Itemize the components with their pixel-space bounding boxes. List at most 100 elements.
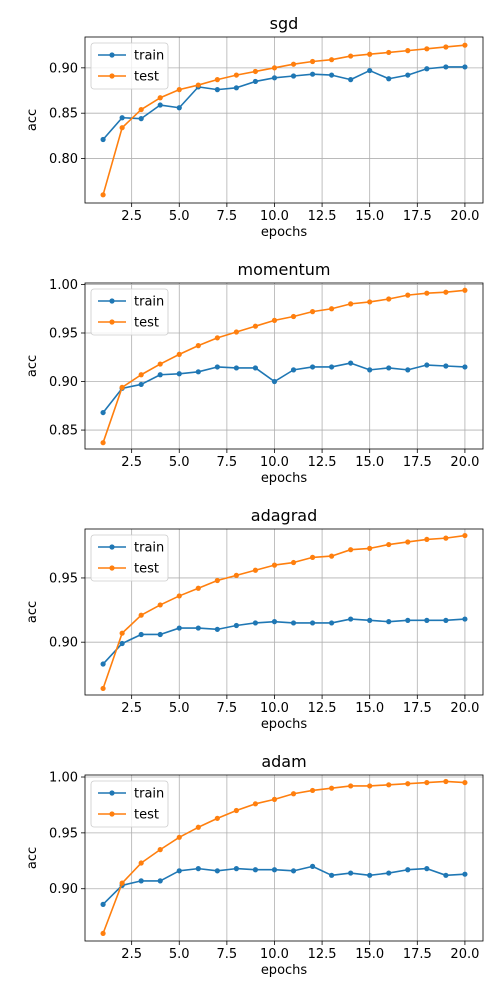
x-tick-label: 5.0 <box>169 701 190 716</box>
data-point-train <box>443 617 449 623</box>
data-point-test <box>271 796 278 802</box>
x-tick-label: 5.0 <box>169 455 190 470</box>
x-tick-label: 2.5 <box>121 701 142 716</box>
data-point-train <box>424 66 430 72</box>
y-tick-label: 1.00 <box>49 278 78 293</box>
y-axis-label: acc <box>25 355 40 377</box>
data-point-train <box>290 620 297 626</box>
data-point-train <box>309 863 316 869</box>
legend-marker-train <box>109 298 115 304</box>
data-point-test <box>271 317 278 323</box>
legend-label-test: test <box>134 316 159 331</box>
y-axis-label: acc <box>25 109 40 131</box>
data-point-test <box>348 301 354 307</box>
data-point-test <box>214 577 220 584</box>
data-point-test <box>405 292 411 298</box>
data-point-test <box>119 630 125 636</box>
data-point-test <box>443 289 449 295</box>
data-point-train <box>176 105 182 111</box>
data-point-train <box>348 616 354 622</box>
x-tick-label: 15.0 <box>355 209 384 224</box>
data-point-train <box>176 868 182 874</box>
data-point-test <box>386 49 392 56</box>
data-point-train <box>309 620 316 626</box>
data-point-train <box>424 866 430 872</box>
legend-marker-test <box>109 73 115 79</box>
chart-title: momentum <box>238 260 331 279</box>
legend-label-test: test <box>134 70 159 85</box>
data-point-test <box>443 535 449 541</box>
data-point-train <box>138 631 144 638</box>
axes-frame <box>84 774 484 942</box>
data-point-train <box>138 116 144 122</box>
data-point-test <box>309 554 316 560</box>
data-point-test <box>309 58 316 65</box>
data-point-test <box>443 44 449 50</box>
data-point-test <box>252 801 259 807</box>
data-point-test <box>367 545 373 552</box>
legend-label-train: train <box>134 49 164 64</box>
x-tick-label: 7.5 <box>217 455 238 470</box>
data-point-test <box>100 440 106 446</box>
legend-marker-test <box>109 565 115 571</box>
axes-frame <box>84 528 484 696</box>
data-point-train <box>329 872 335 878</box>
data-point-train <box>157 372 163 378</box>
data-point-test <box>138 612 144 618</box>
x-axis-label: epochs <box>261 963 308 978</box>
data-point-train <box>405 367 411 373</box>
data-point-test <box>195 343 201 349</box>
series-line-test <box>102 780 465 934</box>
data-point-test <box>290 791 297 797</box>
data-point-test <box>157 95 163 101</box>
data-point-train <box>271 619 278 625</box>
legend-marker-test <box>109 319 115 325</box>
data-point-test <box>138 860 144 866</box>
axes-frame <box>84 282 484 450</box>
x-tick-label: 12.5 <box>308 209 337 224</box>
data-point-test <box>443 778 449 785</box>
legend-label-test: test <box>134 808 159 823</box>
data-point-test <box>290 559 297 566</box>
data-point-test <box>233 72 239 78</box>
data-point-test <box>424 46 430 52</box>
data-point-test <box>462 779 468 786</box>
subplot-sgd: sgd 2.5 5.0 7.5 10.0 12.5 15.0 17.5 20.0 0.80 0.85… <box>25 14 484 240</box>
data-point-train <box>367 67 373 74</box>
x-tick-label: 15.0 <box>355 947 384 962</box>
data-point-train <box>176 371 182 377</box>
data-point-test <box>176 87 182 93</box>
data-point-train <box>233 85 239 91</box>
data-point-train <box>157 878 163 884</box>
series-line-test <box>102 289 465 443</box>
data-point-train <box>424 362 430 368</box>
data-point-test <box>348 547 354 553</box>
axes-frame <box>84 36 484 204</box>
data-point-train <box>176 625 182 631</box>
subplot-adagrad: adagrad 2.5 5.0 7.5 10.0 12.5 15.0 17.5 20.0 0.90… <box>25 506 484 732</box>
data-point-train <box>443 363 449 369</box>
data-point-train <box>329 364 335 370</box>
legend-marker-train <box>109 790 115 796</box>
data-point-train <box>386 365 392 371</box>
data-point-train <box>348 870 354 876</box>
data-point-train <box>386 619 392 625</box>
legend-label-train: train <box>134 295 164 310</box>
data-point-train <box>462 871 468 877</box>
data-point-train <box>443 872 449 878</box>
data-point-test <box>271 562 278 568</box>
data-point-train <box>100 409 106 416</box>
chart-title: adagrad <box>251 506 317 525</box>
data-point-test <box>195 824 201 830</box>
data-point-test <box>462 42 468 48</box>
data-point-train <box>100 136 106 143</box>
x-axis-label: epochs <box>261 717 308 732</box>
y-axis-label: acc <box>25 601 40 623</box>
data-point-test <box>214 335 220 341</box>
data-point-train <box>214 868 220 874</box>
data-point-train <box>138 878 144 884</box>
data-point-test <box>138 372 144 378</box>
y-tick-label: 0.90 <box>49 375 78 390</box>
data-point-test <box>329 785 335 791</box>
data-point-test <box>214 77 220 83</box>
